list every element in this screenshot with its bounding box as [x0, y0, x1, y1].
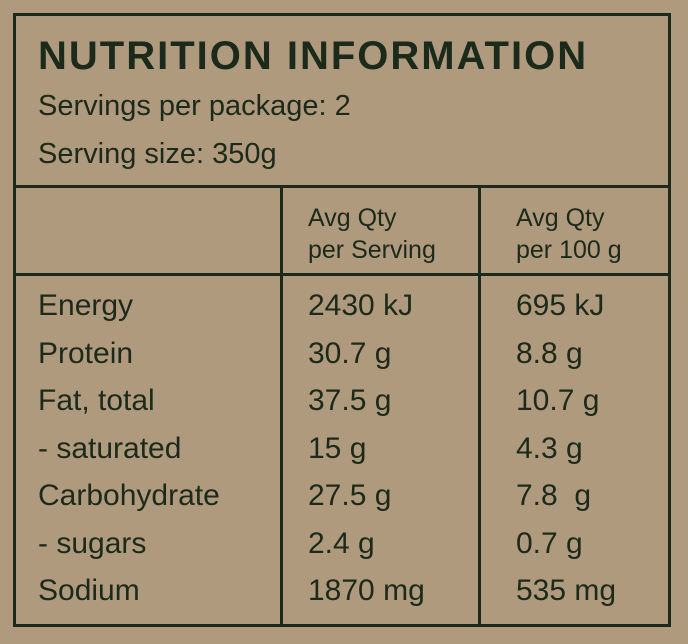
nutrient-name: Protein: [38, 336, 134, 370]
table-row: Protein 30.7 g 8.8 g: [16, 334, 668, 382]
column-header-per-serving-line1: Avg Qty: [308, 204, 397, 232]
nutrient-name: - sugars: [38, 526, 147, 560]
per-serving-value: 1870 mg: [308, 574, 425, 607]
per-serving-value: 37.5 g: [308, 384, 392, 417]
nutrient-name: Fat, total: [38, 384, 155, 417]
per-100g-value: 10.7 g: [516, 384, 600, 417]
per-serving-value: 2.4 g: [308, 526, 375, 560]
per-100g-value: 7.8 g: [516, 479, 592, 512]
per-serving-value: 30.7 g: [308, 336, 392, 370]
column-header-per-100g-line1: Avg Qty: [516, 204, 605, 232]
column-header-per-serving-line2: per Serving: [308, 236, 436, 264]
column-header-per-100g: Avg Qty per 100 g: [516, 202, 622, 266]
per-100g-value: 4.3 g: [516, 431, 583, 465]
serving-size: Serving size: 350g: [38, 138, 277, 170]
per-100g-value: 0.7 g: [516, 526, 583, 560]
per-serving-value: 2430 kJ: [308, 289, 414, 322]
per-100g-value: 695 kJ: [516, 289, 605, 322]
column-header-per-100g-line2: per 100 g: [516, 236, 622, 264]
header-row-divider: [16, 273, 668, 276]
column-divider-2: [478, 188, 481, 624]
per-serving-value: 15 g: [308, 431, 367, 465]
per-100g-value: 535 mg: [516, 574, 617, 607]
nutrient-name: Energy: [38, 289, 134, 322]
table-row: - sugars 2.4 g 0.7 g: [16, 524, 668, 572]
table-row: Energy 2430 kJ 695 kJ: [16, 286, 668, 334]
per-serving-value: 27.5 g: [308, 479, 392, 512]
table-row: Sodium 1870 mg 535 mg: [16, 571, 668, 619]
servings-per-package: Servings per package: 2: [38, 90, 351, 122]
table-row: Fat, total 37.5 g 10.7 g: [16, 381, 668, 429]
nutrient-name: Sodium: [38, 574, 140, 607]
table-row: - saturated 15 g 4.3 g: [16, 429, 668, 477]
panel-header: NUTRITION INFORMATION Servings per packa…: [16, 16, 668, 188]
nutrient-rows: Energy 2430 kJ 695 kJ Protein 30.7 g 8.8…: [16, 286, 668, 619]
table-row: Carbohydrate 27.5 g 7.8 g: [16, 476, 668, 524]
per-100g-value: 8.8 g: [516, 336, 583, 370]
panel-title: NUTRITION INFORMATION: [38, 34, 589, 78]
nutrition-panel: NUTRITION INFORMATION Servings per packa…: [13, 13, 671, 627]
nutrient-name: - saturated: [38, 431, 182, 465]
column-divider-1: [280, 188, 283, 624]
nutrient-name: Carbohydrate: [38, 479, 220, 512]
column-header-per-serving: Avg Qty per Serving: [308, 202, 436, 266]
